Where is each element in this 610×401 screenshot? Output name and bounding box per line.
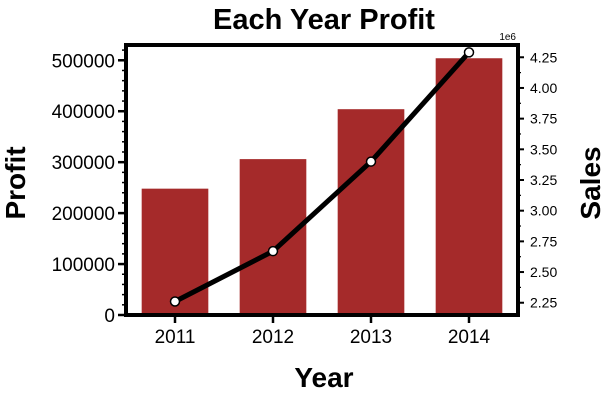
y-axis-label: Profit — [0, 146, 31, 219]
y2-tick-label: 3.50 — [530, 141, 557, 157]
y2-tick-label: 2.75 — [530, 233, 557, 249]
y-tick-label: 200000 — [52, 204, 115, 225]
y2-tick-label: 4.25 — [530, 49, 557, 65]
plot-frame — [124, 43, 520, 317]
ticks-layer: 2011 2012 2013 2014 0 100000 200000 300000 40000… — [52, 49, 558, 348]
x-tick-label: 2011 — [155, 327, 196, 348]
line-layer — [169, 47, 475, 307]
bar-2011 — [141, 188, 209, 315]
x-axis-label: Year — [294, 362, 353, 393]
bars-layer — [141, 58, 503, 316]
sales-point-2013 — [365, 156, 377, 167]
bar-2012 — [239, 159, 307, 315]
y2-tick-label: 2.50 — [530, 264, 557, 280]
sales-point-2011 — [169, 296, 181, 307]
y2-tick-label: 2.25 — [530, 295, 557, 311]
chart-title: Each Year Profit — [213, 4, 435, 36]
y2-axis-label: Sales — [575, 146, 606, 219]
y-tick-label: 100000 — [52, 255, 115, 276]
y2-offset-label: 1e6 — [499, 32, 516, 43]
y-tick-label: 500000 — [52, 51, 115, 72]
y2-tick-label: 4.00 — [530, 80, 557, 96]
y2-tick-label: 3.00 — [530, 203, 557, 219]
sales-point-2014 — [463, 47, 475, 58]
y2-tick-label: 3.75 — [530, 111, 557, 127]
x-tick-label: 2013 — [350, 327, 392, 348]
y-tick-label: 0 — [104, 306, 115, 327]
x-tick-label: 2014 — [448, 327, 491, 348]
bar-2013 — [337, 109, 405, 315]
y2-tick-label: 3.25 — [530, 172, 557, 188]
y-tick-label: 300000 — [52, 153, 115, 174]
sales-line — [172, 49, 472, 304]
y-tick-label: 400000 — [52, 102, 115, 123]
sales-point-2012 — [267, 245, 279, 257]
x-tick-label: 2012 — [252, 327, 294, 348]
bar-2014 — [435, 58, 503, 316]
